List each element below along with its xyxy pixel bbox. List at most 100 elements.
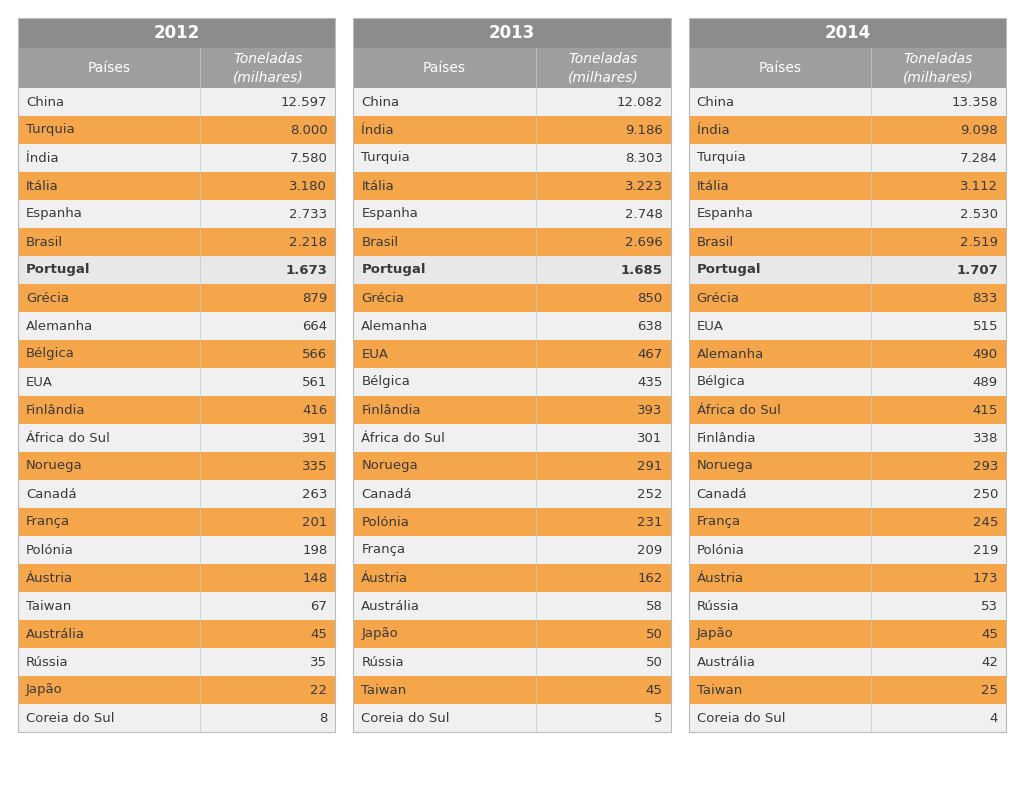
Bar	[18, 704, 335, 732]
Bar	[18, 536, 335, 564]
Text: 250: 250	[973, 488, 998, 501]
Bar	[353, 312, 671, 340]
Bar	[18, 228, 335, 256]
Text: 2.530: 2.530	[959, 207, 998, 221]
Text: Coreia do Sul: Coreia do Sul	[696, 712, 785, 725]
Text: Japão: Japão	[26, 683, 62, 696]
Text: China: China	[361, 95, 399, 109]
Bar	[689, 676, 1006, 704]
Bar	[18, 144, 335, 172]
Bar	[18, 48, 201, 88]
Bar	[353, 340, 671, 368]
Bar	[353, 396, 671, 424]
Bar	[689, 620, 1006, 648]
Bar	[689, 452, 1006, 480]
Text: 231: 231	[637, 516, 663, 529]
Bar	[18, 648, 335, 676]
Bar	[353, 508, 671, 536]
Text: 25: 25	[981, 683, 998, 696]
Text: Espanha: Espanha	[696, 207, 754, 221]
Text: Portugal: Portugal	[26, 264, 90, 276]
Text: 245: 245	[973, 516, 998, 529]
Bar	[353, 172, 671, 200]
Text: 566: 566	[302, 347, 328, 360]
Bar	[353, 18, 671, 48]
Text: Canadá: Canadá	[696, 488, 748, 501]
Text: 393: 393	[637, 404, 663, 417]
Text: 50: 50	[646, 655, 663, 668]
Bar	[353, 704, 671, 732]
Text: França: França	[361, 543, 406, 556]
Bar	[201, 48, 335, 88]
Text: Alemanha: Alemanha	[26, 319, 93, 333]
Bar	[353, 116, 671, 144]
Bar	[689, 88, 1006, 116]
Text: 22: 22	[310, 683, 328, 696]
Bar	[689, 144, 1006, 172]
Text: Brasil: Brasil	[26, 235, 63, 248]
Text: 467: 467	[637, 347, 663, 360]
Text: 1.685: 1.685	[621, 264, 663, 276]
Text: China: China	[696, 95, 735, 109]
Text: 148: 148	[302, 571, 328, 584]
Bar	[689, 172, 1006, 200]
Text: 7.284: 7.284	[961, 152, 998, 164]
Bar	[689, 116, 1006, 144]
Bar	[871, 48, 1006, 88]
Text: 490: 490	[973, 347, 998, 360]
Bar	[689, 48, 871, 88]
Text: EUA: EUA	[361, 347, 388, 360]
Bar	[353, 424, 671, 452]
Bar	[689, 480, 1006, 508]
Bar	[353, 368, 671, 396]
Text: Itália: Itália	[26, 180, 58, 193]
Text: 879: 879	[302, 292, 328, 305]
Text: Rússia: Rússia	[361, 655, 403, 668]
Text: 263: 263	[302, 488, 328, 501]
Text: Portugal: Portugal	[361, 264, 426, 276]
Text: 301: 301	[637, 431, 663, 444]
Bar	[353, 620, 671, 648]
Text: Turquia: Turquia	[26, 123, 75, 136]
Bar	[18, 452, 335, 480]
Bar	[18, 592, 335, 620]
Text: 58: 58	[646, 600, 663, 613]
Text: 35: 35	[310, 655, 328, 668]
Bar	[689, 200, 1006, 228]
Text: 7.580: 7.580	[290, 152, 328, 164]
Bar	[18, 340, 335, 368]
Text: 50: 50	[646, 628, 663, 641]
Text: África do Sul: África do Sul	[26, 431, 110, 444]
Text: Índia: Índia	[26, 152, 58, 164]
Bar	[353, 200, 671, 228]
Text: Japão: Japão	[696, 628, 733, 641]
Text: Toneladas
(milhares): Toneladas (milhares)	[568, 52, 639, 84]
Text: 391: 391	[302, 431, 328, 444]
Text: 45: 45	[310, 628, 328, 641]
Text: 9.098: 9.098	[961, 123, 998, 136]
Bar	[18, 18, 335, 48]
Text: Toneladas
(milhares): Toneladas (milhares)	[903, 52, 974, 84]
Text: 435: 435	[637, 376, 663, 388]
Bar	[353, 144, 671, 172]
Text: 293: 293	[973, 459, 998, 472]
Text: 2.218: 2.218	[290, 235, 328, 248]
Text: Índia: Índia	[696, 123, 729, 136]
Text: 1.673: 1.673	[286, 264, 328, 276]
Text: 8.000: 8.000	[290, 123, 328, 136]
Text: Grécia: Grécia	[26, 292, 69, 305]
Bar	[18, 480, 335, 508]
Bar	[689, 284, 1006, 312]
Bar	[353, 676, 671, 704]
Bar	[18, 396, 335, 424]
Text: Itália: Itália	[361, 180, 394, 193]
Text: 338: 338	[973, 431, 998, 444]
Bar	[353, 48, 536, 88]
Bar	[18, 284, 335, 312]
Bar	[18, 508, 335, 536]
Text: EUA: EUA	[696, 319, 724, 333]
Text: 1.707: 1.707	[956, 264, 998, 276]
Text: Taiwan: Taiwan	[26, 600, 72, 613]
Bar	[689, 396, 1006, 424]
Text: China: China	[26, 95, 65, 109]
